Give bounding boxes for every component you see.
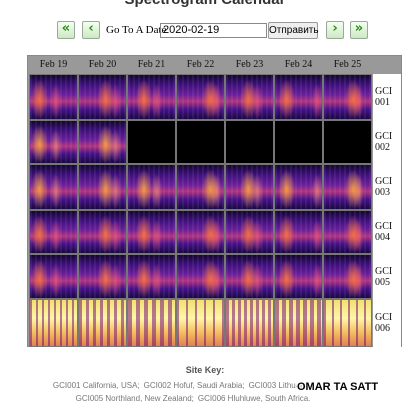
spectrogram[interactable] <box>176 74 225 120</box>
site-key-line: GCI005 Northland, New Zealand; GCI006 Hlu… <box>0 394 410 403</box>
spectrogram[interactable] <box>176 299 225 347</box>
first-button[interactable]: « <box>57 21 75 39</box>
spectrogram[interactable] <box>323 164 372 210</box>
column-header: Feb 23 <box>235 59 264 70</box>
spectrogram[interactable] <box>323 299 372 347</box>
spectrogram[interactable] <box>274 74 323 120</box>
spectrogram[interactable] <box>78 299 127 347</box>
calendar-grid: Feb 19 Feb 20 Feb 21 Feb 22 Feb 23 Feb 24 Feb … <box>27 55 402 347</box>
site-key: Site Key: GCI001 California, USA; GCI002 … <box>0 365 410 403</box>
date-input[interactable]: 2020-02-19 <box>160 23 267 38</box>
spectrogram[interactable] <box>225 299 274 347</box>
site-key-entry: GCI001 California, USA; <box>52 381 140 390</box>
spectrogram[interactable] <box>29 210 78 254</box>
spectrogram[interactable] <box>127 299 176 347</box>
spectrogram[interactable] <box>323 120 372 164</box>
spectrogram[interactable] <box>29 299 78 347</box>
spectrogram[interactable] <box>176 120 225 164</box>
spectrogram[interactable] <box>127 254 176 299</box>
spectrogram[interactable] <box>274 254 323 299</box>
row-label: GCI 001 <box>373 74 401 120</box>
site-key-entry: GCI005 Northland, New Zealand; <box>75 394 194 403</box>
site-key-entry: GCI002 Hofuf, Saudi Arabia; <box>143 381 245 390</box>
row-label: GCI 002 <box>373 120 401 164</box>
spectrogram[interactable] <box>176 164 225 210</box>
page-title: Spectrogram Calendar <box>0 0 410 8</box>
last-button[interactable]: » <box>350 21 368 39</box>
spectrogram[interactable] <box>323 254 372 299</box>
spectrogram[interactable] <box>78 164 127 210</box>
spectrogram[interactable] <box>323 74 372 120</box>
column-header: Feb 25 <box>333 59 362 70</box>
site-key-entry: GCI006 Hluhluwe, South Africa. <box>197 394 311 403</box>
spectrogram[interactable] <box>274 164 323 210</box>
spectrogram[interactable] <box>323 210 372 254</box>
submit-button[interactable]: Отправить <box>268 22 319 39</box>
spectrogram[interactable] <box>225 254 274 299</box>
next-button[interactable]: › <box>326 21 344 39</box>
spectrogram[interactable] <box>274 210 323 254</box>
spectrogram[interactable] <box>78 254 127 299</box>
spectrogram[interactable] <box>225 164 274 210</box>
column-header: Feb 24 <box>284 59 313 70</box>
spectrogram[interactable] <box>29 254 78 299</box>
spectrogram[interactable] <box>78 210 127 254</box>
site-key-title: Site Key: <box>185 365 225 375</box>
row-label: GCI 004 <box>373 210 401 254</box>
spectrogram[interactable] <box>29 74 78 120</box>
spectrogram[interactable] <box>127 210 176 254</box>
site-key-line: GCI001 California, USA; GCI002 Hofuf, Sau… <box>0 381 410 390</box>
row-label: GCI 005 <box>373 254 401 299</box>
column-header: Feb 19 <box>39 59 68 70</box>
spectrogram[interactable] <box>274 299 323 347</box>
spectrogram[interactable] <box>127 74 176 120</box>
spectrogram[interactable] <box>274 120 323 164</box>
row-label: GCI 006 <box>373 299 401 347</box>
site-key-entry: GCI003 Lithuania; <box>248 381 314 390</box>
spectrogram[interactable] <box>29 120 78 164</box>
row-label: GCI 003 <box>373 164 401 210</box>
column-header: Feb 20 <box>88 59 117 70</box>
watermark: OMAR TA SATT <box>297 381 379 393</box>
spectrogram[interactable] <box>176 210 225 254</box>
spectrogram[interactable] <box>78 74 127 120</box>
column-header: Feb 22 <box>186 59 215 70</box>
spectrogram[interactable] <box>176 254 225 299</box>
spectrogram[interactable] <box>127 120 176 164</box>
spectrogram[interactable] <box>225 74 274 120</box>
column-header: Feb 21 <box>137 59 166 70</box>
spectrogram[interactable] <box>127 164 176 210</box>
date-label: Go To A Date <box>106 24 167 36</box>
prev-button[interactable]: ‹ <box>82 21 100 39</box>
spectrogram[interactable] <box>78 120 127 164</box>
spectrogram[interactable] <box>225 210 274 254</box>
spectrogram[interactable] <box>29 164 78 210</box>
spectrogram[interactable] <box>225 120 274 164</box>
